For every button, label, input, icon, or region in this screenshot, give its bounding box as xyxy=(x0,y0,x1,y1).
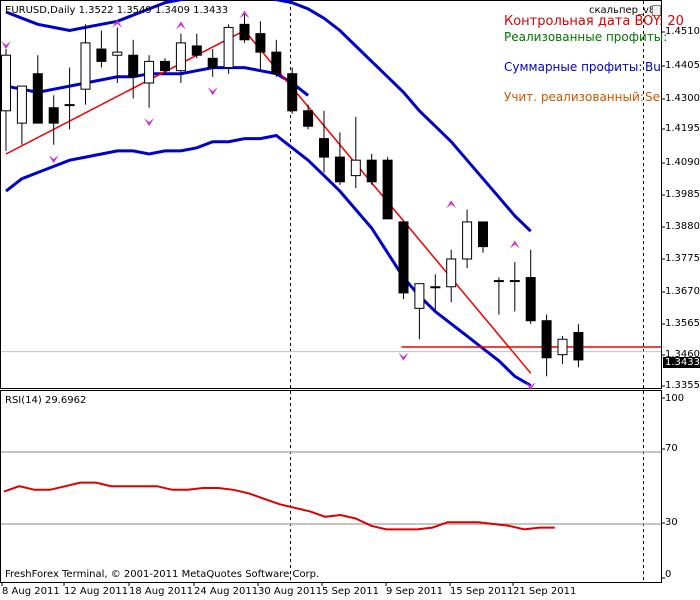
candle-body xyxy=(525,276,536,322)
price-tick-label: 1.4510 xyxy=(665,26,700,37)
candle-body xyxy=(239,23,250,41)
candle-body xyxy=(462,221,473,260)
candle-body xyxy=(1,54,11,112)
realized-profits-label: Реализованные профиты: xyxy=(504,30,668,44)
price-tick-label: 1.3670 xyxy=(665,286,700,297)
candle-body xyxy=(303,110,314,127)
candle-body xyxy=(557,338,568,356)
candle-body xyxy=(430,286,441,289)
candle-body xyxy=(96,48,107,62)
trend-line-up xyxy=(5,29,245,155)
candle-body xyxy=(223,26,234,69)
candle-body xyxy=(319,138,329,158)
price-tick-label: 1.3880 xyxy=(665,221,700,232)
candle-body xyxy=(573,331,584,361)
candle-body xyxy=(128,54,139,78)
time-tick-label: 12 Aug 2011 xyxy=(64,586,129,597)
total-profits-label: Суммарные профиты: xyxy=(504,60,643,74)
candle-body xyxy=(478,221,488,248)
arrow-up-icon xyxy=(239,10,250,19)
symbol-info: EURUSD,Daily 1.3522 1.3549 1.3409 1.3433 xyxy=(5,5,229,16)
candle-body xyxy=(414,283,425,309)
candle-body xyxy=(144,60,155,84)
time-tick-label: 8 Aug 2011 xyxy=(2,586,60,597)
arrow-up-icon xyxy=(446,200,457,209)
candle-body xyxy=(271,51,282,75)
time-tick-label: 9 Sep 2011 xyxy=(386,586,444,597)
candle-body xyxy=(350,159,361,177)
candle-body xyxy=(175,42,186,72)
candle-body xyxy=(287,73,298,112)
middle-band-line xyxy=(5,66,310,97)
candle-body xyxy=(80,42,91,90)
candle-body xyxy=(207,57,218,69)
candle-body xyxy=(446,258,457,288)
arrow-down-icon xyxy=(207,87,218,96)
candle-body xyxy=(398,221,409,294)
candle-body xyxy=(509,280,520,283)
indicator-close-box[interactable] xyxy=(652,5,661,16)
rsi-tick-label: 0 xyxy=(665,569,672,580)
rsi-tick-label: 100 xyxy=(665,393,685,404)
current-price-tag: 1.3433 xyxy=(663,357,700,368)
arrow-down-icon xyxy=(144,118,155,127)
arrow-down-icon xyxy=(1,40,11,49)
arrow-up-icon xyxy=(509,240,520,249)
price-tick-label: 1.4405 xyxy=(665,60,700,71)
candle-body xyxy=(48,107,59,124)
rsi-line xyxy=(3,481,555,531)
rsi-tick-label: 70 xyxy=(665,443,678,454)
price-tick-label: 1.3985 xyxy=(665,189,700,200)
price-tick-label: 1.4300 xyxy=(665,93,700,104)
arrow-up-icon xyxy=(175,21,186,30)
price-tick-label: 1.3355 xyxy=(665,380,700,391)
candle-body xyxy=(255,33,266,53)
candle-body xyxy=(541,320,552,359)
time-tick-label: 18 Aug 2011 xyxy=(129,586,194,597)
candle-body xyxy=(64,104,75,107)
arrow-up-icon xyxy=(112,19,123,28)
lower-band-line xyxy=(5,133,532,387)
candle-body xyxy=(382,159,393,220)
arrow-down-icon xyxy=(48,155,59,164)
indicator-name: скальпер_v8 xyxy=(589,5,656,16)
price-tick-label: 1.3565 xyxy=(665,318,700,329)
realized-accounted-value: Se xyxy=(645,90,660,104)
rsi-axis[interactable]: 100 70 30 0 xyxy=(663,391,700,583)
time-axis[interactable]: 8 Aug 2011 12 Aug 2011 18 Aug 2011 24 Au… xyxy=(0,583,700,600)
price-tick-label: 1.3460 xyxy=(665,349,700,360)
price-tick-label: 1.4090 xyxy=(665,157,700,168)
price-tick-label: 1.3775 xyxy=(665,253,700,264)
candle-body xyxy=(16,85,27,124)
candle-body xyxy=(160,60,170,72)
price-tick-label: 1.4195 xyxy=(665,123,700,134)
candle-body xyxy=(493,280,504,283)
copyright-text: FreshForex Terminal, © 2001-2011 MetaQuo… xyxy=(5,569,320,580)
candle-body xyxy=(112,51,123,56)
time-tick-label: 21 Sep 2011 xyxy=(513,586,577,597)
candle-body xyxy=(334,156,345,183)
rsi-label: RSI(14) 29.6962 xyxy=(5,395,87,406)
upper-band-line xyxy=(5,0,532,233)
total-profits-value: Bu xyxy=(645,60,661,74)
realized-accounted-label: Учит. реализованный: xyxy=(504,90,644,104)
arrow-down-icon xyxy=(525,382,536,391)
time-tick-label: 30 Aug 2011 xyxy=(258,586,323,597)
candle-body xyxy=(366,159,377,183)
time-tick-label: 15 Sep 2011 xyxy=(450,586,514,597)
rsi-tick-label: 30 xyxy=(665,517,678,528)
time-tick-label: 24 Aug 2011 xyxy=(194,586,259,597)
time-tick-label: 5 Sep 2011 xyxy=(322,586,380,597)
control-date-label: Контрольная дата BOY: 20 xyxy=(504,14,684,29)
price-axis[interactable]: 1.4510 1.4405 1.4300 1.4195 1.4090 1.398… xyxy=(663,0,700,391)
candle-body xyxy=(32,73,43,124)
arrow-down-icon xyxy=(398,352,409,361)
rsi-panel-frame xyxy=(0,390,662,583)
candle-body xyxy=(191,45,202,56)
